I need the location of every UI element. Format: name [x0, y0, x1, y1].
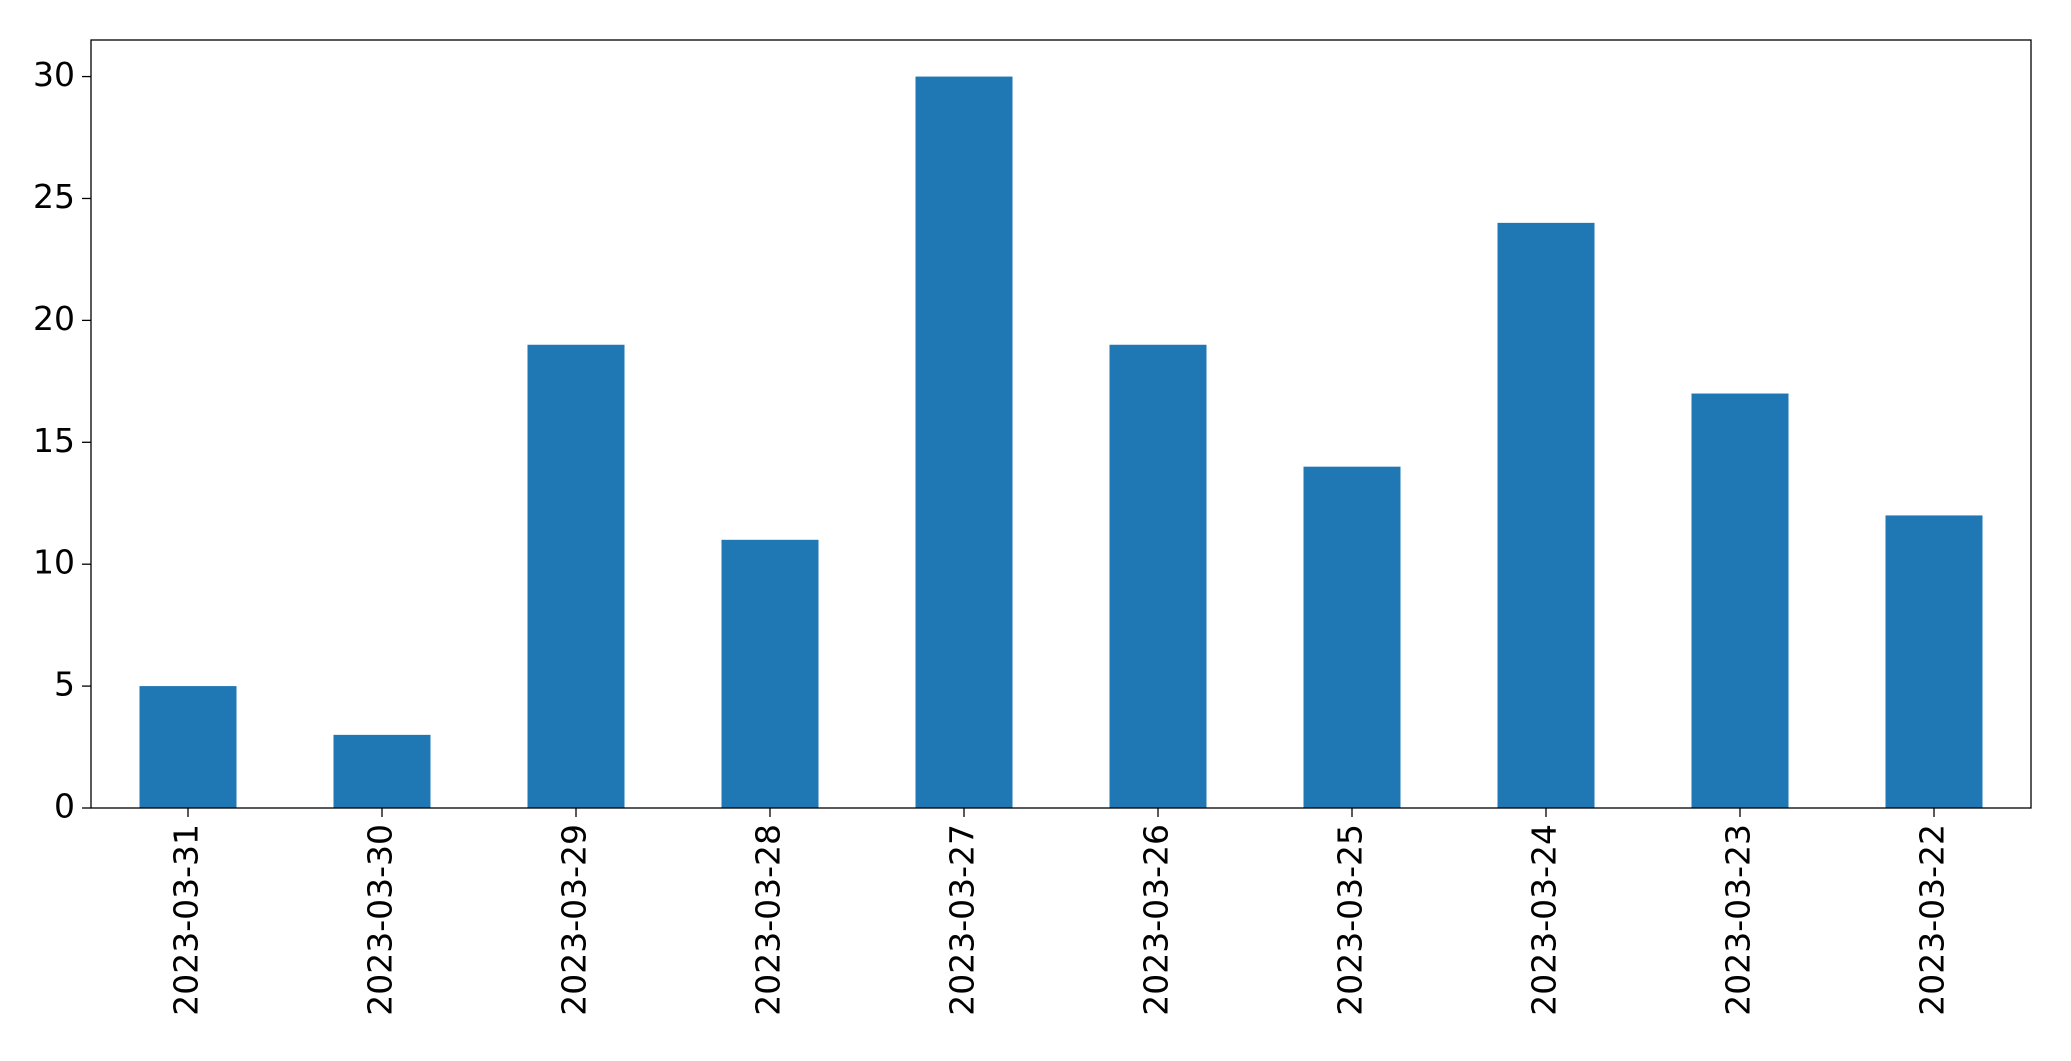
x-tick-label: 2023-03-28	[749, 824, 788, 1016]
plot-frame	[90, 39, 2032, 809]
y-tick-label: 30	[33, 55, 75, 94]
bar	[1885, 515, 1983, 808]
y-tick-label: 0	[54, 787, 75, 826]
y-tick-label: 25	[33, 177, 75, 216]
y-tick-label: 15	[33, 421, 75, 460]
y-tick-label: 5	[54, 665, 75, 704]
bar	[333, 734, 431, 808]
x-tick-label: 2023-03-26	[1137, 824, 1176, 1016]
bar	[527, 344, 625, 808]
bar	[1497, 222, 1595, 808]
bar	[721, 539, 819, 808]
bar	[915, 76, 1013, 809]
x-tick-label: 2023-03-25	[1331, 824, 1370, 1016]
y-tick-label: 20	[33, 299, 75, 338]
y-tick-label: 10	[33, 543, 75, 582]
bar	[1109, 344, 1207, 808]
x-tick-label: 2023-03-22	[1913, 824, 1952, 1016]
bar	[1303, 466, 1401, 808]
x-tick-label: 2023-03-23	[1719, 824, 1758, 1016]
x-tick-label: 2023-03-24	[1525, 824, 1564, 1016]
bar	[139, 686, 237, 808]
x-tick-label: 2023-03-29	[555, 824, 594, 1016]
x-tick-label: 2023-03-27	[943, 824, 982, 1016]
bar	[1691, 393, 1789, 808]
x-tick-label: 2023-03-30	[361, 824, 400, 1016]
x-tick-label: 2023-03-31	[167, 824, 206, 1016]
